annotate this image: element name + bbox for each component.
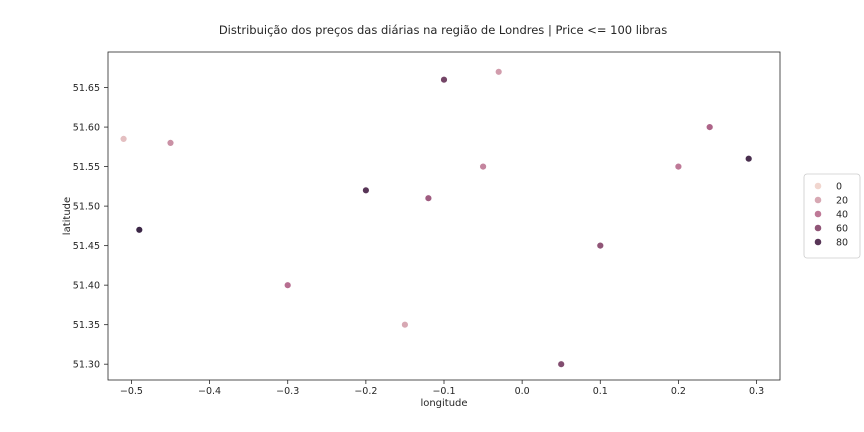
scatter-point <box>362 186 370 195</box>
y-axis-label: latitude <box>62 197 73 235</box>
scatter-point <box>119 135 128 143</box>
y-tick-label: 51.65 <box>73 83 100 94</box>
y-tick-label: 51.30 <box>73 360 100 371</box>
scatter-point <box>440 75 448 84</box>
scatter-point <box>557 360 565 368</box>
x-tick-label: −0.2 <box>354 386 377 397</box>
legend-box <box>803 173 861 259</box>
x-tick-label: 0.1 <box>593 386 608 397</box>
scatter-point <box>705 123 714 131</box>
legend-label: 80 <box>836 238 848 249</box>
legend-label: 0 <box>836 182 842 193</box>
legend-marker <box>814 238 822 246</box>
x-tick-label: 0.2 <box>671 386 686 397</box>
y-tick-label: 51.40 <box>73 281 100 292</box>
y-tick-label: 51.55 <box>73 162 100 173</box>
chart-title: Distribuição dos preços das diárias na r… <box>219 23 667 37</box>
x-tick-label: 0.0 <box>515 386 530 397</box>
x-axis-label: longitude <box>420 398 467 409</box>
scatter-point <box>596 241 604 250</box>
x-tick-label: −0.1 <box>432 386 455 397</box>
legend-marker <box>814 210 822 218</box>
y-tick-label: 51.45 <box>73 241 100 252</box>
scatter-point <box>135 226 144 234</box>
y-tick-label: 51.60 <box>73 123 100 134</box>
y-tick-label: 51.50 <box>73 202 100 213</box>
legend-marker <box>814 196 822 204</box>
points-layer <box>119 68 753 368</box>
plot-frame <box>107 51 781 381</box>
scatter-point <box>479 162 487 171</box>
scatter-point <box>674 162 683 171</box>
legend-marker <box>814 182 822 190</box>
legend-label: 60 <box>836 224 848 235</box>
scatter-point <box>401 321 409 329</box>
legend-label: 40 <box>836 210 848 221</box>
legend: 0 20 40 60 80 <box>803 173 861 259</box>
y-tick-label: 51.35 <box>73 320 100 331</box>
legend-marker <box>814 224 822 232</box>
scatter-point <box>744 155 753 163</box>
x-tick-label: 0.3 <box>749 386 764 397</box>
scatter-point <box>284 281 292 289</box>
scatter-point <box>424 194 433 202</box>
x-tick-label: −0.3 <box>276 386 299 397</box>
legend-label: 20 <box>836 196 848 207</box>
scatter-point <box>495 68 503 76</box>
y-axis-ticks: 51.30 51.35 51.40 51.45 51.50 51.55 51.60 51.65 <box>73 83 108 371</box>
scatter-point <box>166 139 175 147</box>
x-tick-label: −0.5 <box>120 386 143 397</box>
x-tick-label: −0.4 <box>198 386 221 397</box>
x-axis-ticks: −0.5 −0.4 −0.3 −0.2 −0.1 0.0 0.1 0.2 0.3 <box>120 380 764 397</box>
